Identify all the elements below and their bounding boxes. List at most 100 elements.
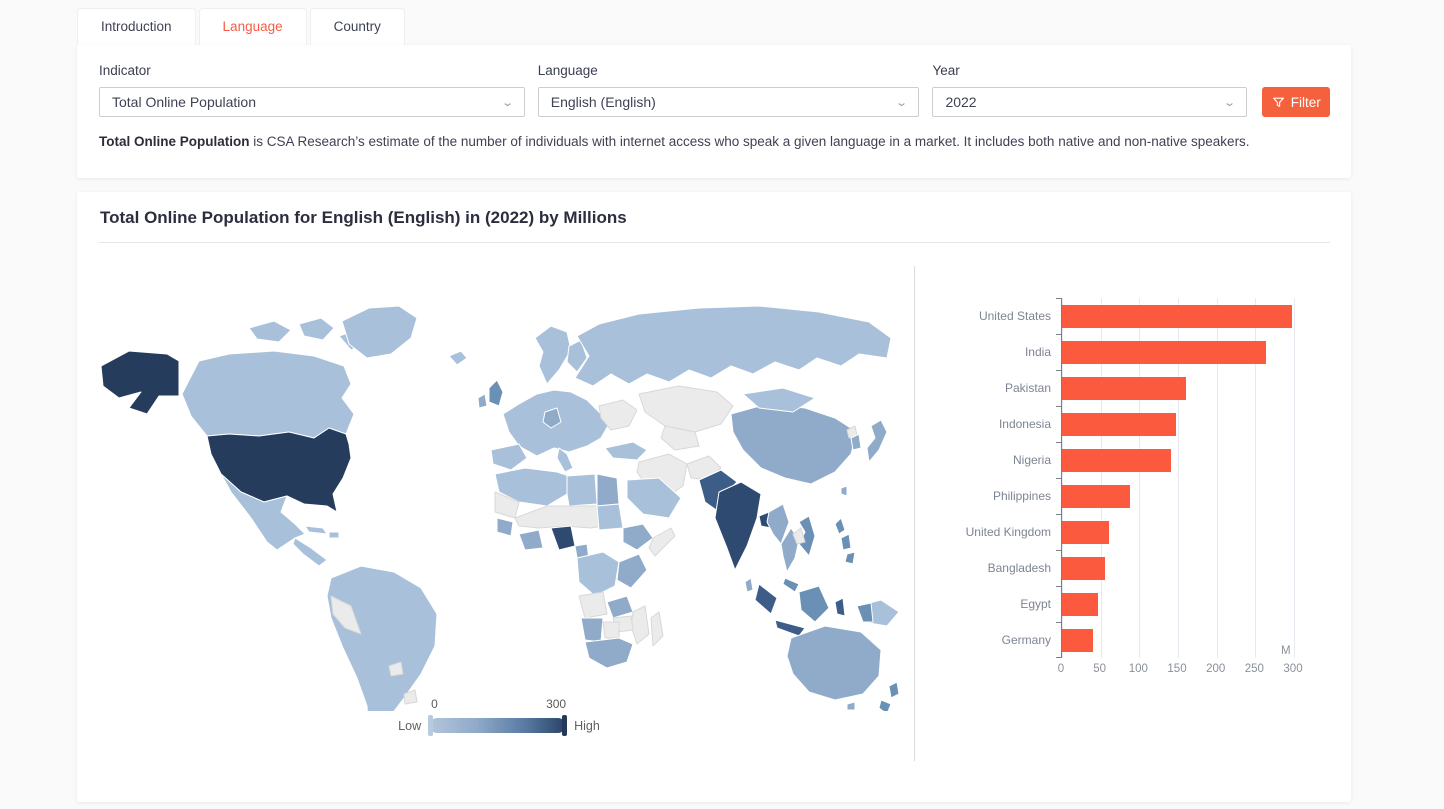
map-country-laos[interactable] xyxy=(792,527,806,545)
map-country-new-zealand[interactable] xyxy=(878,699,892,715)
map-region-scandinavia[interactable] xyxy=(534,325,572,385)
legend-gradient-bar[interactable] xyxy=(430,718,566,733)
bar-pakistan[interactable] xyxy=(1062,376,1186,400)
map-country-nigeria[interactable] xyxy=(550,525,576,551)
map-country-italy[interactable] xyxy=(556,447,574,473)
y-axis-tick xyxy=(1056,406,1062,407)
map-country-china[interactable] xyxy=(730,403,858,485)
map-country-south-korea[interactable] xyxy=(850,433,862,451)
bar-india[interactable] xyxy=(1062,340,1267,364)
bar-nigeria[interactable] xyxy=(1062,448,1172,472)
map-country-australia[interactable] xyxy=(786,625,882,701)
gridline xyxy=(1100,298,1102,658)
map-region-tasmania[interactable] xyxy=(846,701,856,711)
map-country-japan[interactable] xyxy=(866,419,888,463)
year-select[interactable]: 2022 ⌄ xyxy=(932,87,1248,117)
map-region-central-asia[interactable] xyxy=(660,425,700,451)
map-country-taiwan[interactable] xyxy=(840,485,848,497)
tab-language[interactable]: Language xyxy=(198,8,307,45)
map-country-madagascar[interactable] xyxy=(650,611,664,647)
map-country-kazakhstan[interactable] xyxy=(638,385,734,433)
map-region-west-papua[interactable] xyxy=(856,602,874,623)
tab-introduction[interactable]: Introduction xyxy=(77,8,196,45)
map-region-sulawesi[interactable] xyxy=(834,597,846,617)
indicator-select[interactable]: Total Online Population ⌄ xyxy=(99,87,525,117)
map-country-finland[interactable] xyxy=(566,339,588,373)
language-select[interactable]: English (English) ⌄ xyxy=(537,87,919,117)
choropleth-world-map[interactable] xyxy=(99,266,900,742)
map-country-vietnam[interactable] xyxy=(798,515,816,557)
map-country-united-kingdom[interactable] xyxy=(488,379,504,407)
bar-indonesia[interactable] xyxy=(1062,412,1177,436)
map-country-somalia[interactable] xyxy=(648,527,676,557)
map-country-botswana[interactable] xyxy=(602,621,620,639)
legend-handle-low[interactable] xyxy=(428,715,434,736)
map-region-kenya-tanzania[interactable] xyxy=(616,553,648,589)
map-region-caribbean[interactable] xyxy=(328,531,340,539)
y-axis-tick xyxy=(1056,657,1062,658)
map-country-zambia[interactable] xyxy=(606,595,634,619)
map-region-arctic-island[interactable] xyxy=(248,320,292,343)
map-country-mozambique[interactable] xyxy=(630,605,650,645)
map-country-cuba[interactable] xyxy=(304,525,328,535)
bar-germany[interactable] xyxy=(1062,628,1093,652)
map-country-germany[interactable] xyxy=(542,407,562,429)
bar-bangladesh[interactable] xyxy=(1062,556,1106,580)
bar-egypt[interactable] xyxy=(1062,592,1099,616)
chart-panel: Total Online Population for English (Eng… xyxy=(77,192,1351,802)
bar-chart-plot[interactable] xyxy=(1056,298,1319,658)
map-country-greenland[interactable] xyxy=(341,305,418,359)
map-country-philippines[interactable] xyxy=(834,517,846,535)
map-region-borneo[interactable] xyxy=(798,585,830,623)
map-country-saudi-arabia[interactable] xyxy=(626,477,682,519)
map-country-sri-lanka[interactable] xyxy=(744,577,754,593)
map-country-mexico[interactable] xyxy=(220,473,306,551)
map-country-south-africa[interactable] xyxy=(584,637,634,669)
map-country-malaysia[interactable] xyxy=(782,577,800,593)
gridline xyxy=(1139,298,1141,658)
map-region-java[interactable] xyxy=(774,619,806,637)
map-country-turkey[interactable] xyxy=(604,441,648,461)
map-country-namibia[interactable] xyxy=(580,617,604,643)
map-country-canada[interactable] xyxy=(181,350,355,439)
map-country-russia[interactable] xyxy=(574,305,892,387)
map-region-central-america[interactable] xyxy=(292,537,328,567)
map-country-india[interactable] xyxy=(714,481,762,571)
map-region-sumatra[interactable] xyxy=(754,583,778,615)
map-country-libya[interactable] xyxy=(566,473,598,507)
year-label: Year xyxy=(932,63,960,78)
x-tick-label: 150 xyxy=(1167,663,1187,675)
map-region-arctic-island[interactable] xyxy=(298,317,335,341)
bar-united-kingdom[interactable] xyxy=(1062,520,1110,544)
map-country-ireland[interactable] xyxy=(477,393,488,409)
map-region-ghana-coast[interactable] xyxy=(518,529,544,551)
map-country-egypt[interactable] xyxy=(596,473,620,507)
bar-united-states[interactable] xyxy=(1062,304,1293,328)
x-tick-label: 200 xyxy=(1206,663,1226,675)
tab-country[interactable]: Country xyxy=(309,8,405,45)
map-country-ethiopia[interactable] xyxy=(622,523,654,551)
map-region-ukraine-belarus[interactable] xyxy=(598,399,638,431)
map-country-iceland[interactable] xyxy=(448,350,468,366)
map-country-mongolia[interactable] xyxy=(742,387,816,413)
x-tick-label: 100 xyxy=(1128,663,1148,675)
legend-handle-high[interactable] xyxy=(562,715,568,736)
bar-philippines[interactable] xyxy=(1062,484,1131,508)
map-country-new-zealand[interactable] xyxy=(888,681,900,699)
map-region-west-africa[interactable] xyxy=(496,517,514,537)
filter-button[interactable]: Filter xyxy=(1262,87,1330,117)
map-region-south-america[interactable] xyxy=(326,565,438,742)
map-country-alaska-usa[interactable] xyxy=(100,350,180,415)
map-country-uruguay[interactable] xyxy=(403,689,418,705)
map-country-dr-congo[interactable] xyxy=(576,551,620,597)
map-country-philippines[interactable] xyxy=(844,551,856,565)
map-country-philippines[interactable] xyxy=(840,533,852,551)
x-tick-label: 250 xyxy=(1244,663,1264,675)
map-country-sudan[interactable] xyxy=(596,503,624,531)
y-axis-tick xyxy=(1056,442,1062,443)
map-country-paraguay[interactable] xyxy=(388,661,404,677)
map-region-iberia[interactable] xyxy=(490,443,528,471)
bar-category-label: Nigeria xyxy=(1012,453,1051,467)
map-country-angola[interactable] xyxy=(578,591,608,619)
map-country-peru[interactable] xyxy=(330,595,362,635)
